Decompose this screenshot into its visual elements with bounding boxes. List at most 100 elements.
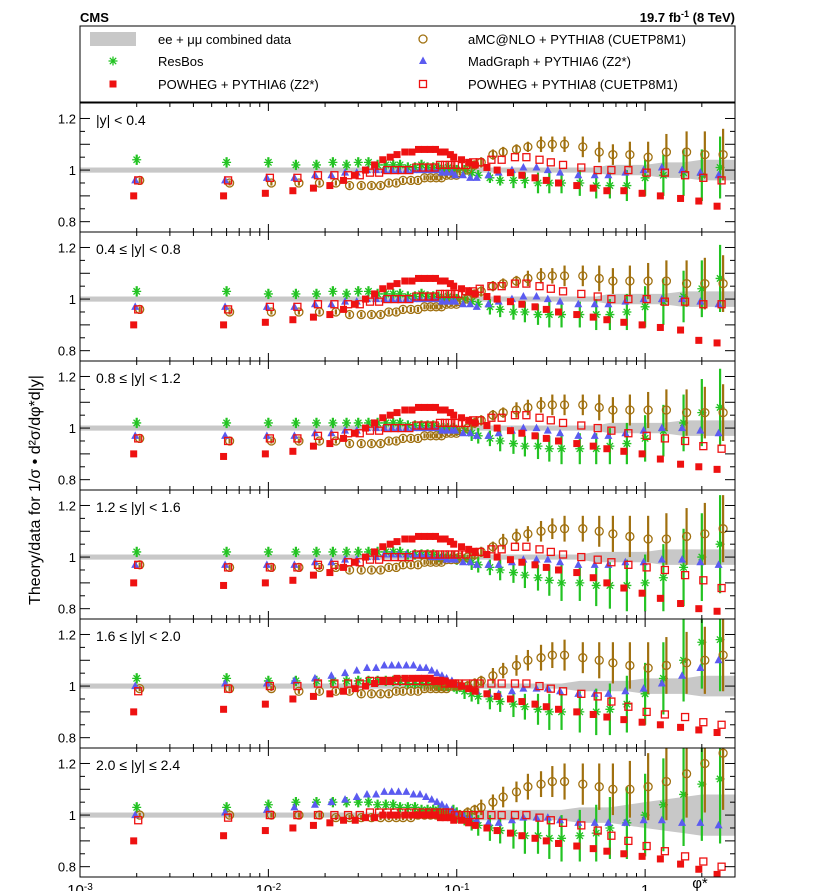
point-madgraph xyxy=(451,297,460,305)
point-pow6 xyxy=(450,540,458,548)
point-madgraph xyxy=(409,660,418,669)
point-pow8 xyxy=(397,552,406,562)
point-pow8 xyxy=(424,421,434,430)
point-pow8 xyxy=(265,434,275,443)
point-pow8 xyxy=(510,279,520,288)
point-amc xyxy=(661,405,672,415)
point-pow8 xyxy=(475,679,484,688)
point-resbos xyxy=(423,679,433,688)
point-madgraph xyxy=(621,818,630,826)
point-pow8 xyxy=(430,421,439,430)
point-pow6 xyxy=(465,158,473,166)
point-pow6 xyxy=(426,274,434,282)
point-pow6 xyxy=(408,674,416,682)
point-pow6 xyxy=(386,540,394,548)
point-resbos xyxy=(679,562,689,572)
point-resbos xyxy=(328,418,338,428)
point-pow6 xyxy=(289,576,297,584)
point-pow8 xyxy=(445,550,454,559)
point-pow6 xyxy=(441,814,449,822)
point-pow6 xyxy=(483,164,491,171)
y-tick-label: 0.8 xyxy=(58,215,76,230)
legend-label-pow8: POWHEG + PYTHIA8 (CUETP8M1) xyxy=(468,77,678,92)
point-resbos xyxy=(311,289,321,299)
point-madgraph xyxy=(290,802,299,811)
point-pow8 xyxy=(497,810,506,820)
point-amc xyxy=(578,524,588,534)
point-pow6 xyxy=(450,153,458,161)
point-resbos xyxy=(388,547,398,557)
point-pow6 xyxy=(656,721,664,729)
point-pow8 xyxy=(642,294,651,304)
point-pow6 xyxy=(695,197,703,205)
point-amc xyxy=(594,782,604,792)
point-pow6 xyxy=(431,274,439,282)
point-madgraph xyxy=(639,684,648,692)
point-pow8 xyxy=(418,292,428,301)
point-resbos xyxy=(342,418,352,428)
point-pow6 xyxy=(458,414,466,422)
point-amc xyxy=(431,302,441,312)
point-pow6 xyxy=(531,834,539,842)
point-madgraph xyxy=(532,292,541,300)
point-pow8 xyxy=(397,294,406,304)
point-pow8 xyxy=(535,413,544,422)
point-pow6 xyxy=(326,690,334,698)
point-resbos xyxy=(679,789,689,799)
point-madgraph xyxy=(427,666,436,674)
point-madgraph xyxy=(310,800,319,808)
point-pow6 xyxy=(436,148,444,156)
point-resbos xyxy=(353,676,363,686)
point-resbos xyxy=(222,157,232,167)
point-amc xyxy=(523,142,533,152)
point-pow6 xyxy=(589,710,597,718)
point-amc xyxy=(294,178,304,188)
point-madgraph xyxy=(604,299,613,308)
point-pow8 xyxy=(440,550,450,559)
point-resbos xyxy=(403,163,413,172)
point-pow6 xyxy=(414,811,422,819)
point-resbos xyxy=(697,637,707,647)
legend-entry-pow8: POWHEG + PYTHIA8 (CUETP8M1) xyxy=(418,77,678,92)
point-madgraph xyxy=(422,792,431,801)
point-madgraph xyxy=(451,426,460,434)
point-pow8 xyxy=(546,816,555,825)
point-amc xyxy=(559,524,570,534)
point-pow6 xyxy=(379,156,387,164)
point-resbos xyxy=(467,689,477,699)
point-resbos xyxy=(423,292,433,301)
point-amc xyxy=(488,149,498,160)
point-pow6 xyxy=(573,182,581,190)
point-pow6 xyxy=(531,561,539,569)
point-pow6 xyxy=(436,406,444,414)
point-pow6 xyxy=(309,692,317,700)
point-amc xyxy=(314,436,325,446)
point-pow8 xyxy=(454,550,463,559)
point-amc xyxy=(375,438,386,449)
point-resbos xyxy=(697,408,707,418)
legend-entry-amc: aMC@NLO + PYTHIA8 (CUETP8M1) xyxy=(418,32,686,47)
point-resbos xyxy=(423,805,433,815)
point-madgraph xyxy=(532,555,541,563)
point-pow8 xyxy=(330,300,339,309)
point-madgraph xyxy=(442,168,451,176)
point-pow6 xyxy=(458,156,466,164)
point-amc xyxy=(700,655,710,665)
point-madgraph xyxy=(532,423,541,432)
point-madgraph xyxy=(678,818,687,826)
point-resbos xyxy=(417,289,427,299)
point-madgraph xyxy=(494,428,503,437)
point-pow8 xyxy=(475,810,484,820)
point-madgraph xyxy=(604,170,613,179)
point-pow8 xyxy=(134,176,143,185)
point-pow6 xyxy=(603,316,611,324)
point-resbos xyxy=(533,310,543,320)
point-pow6 xyxy=(713,202,721,210)
point-amc xyxy=(366,689,377,699)
point-madgraph xyxy=(543,426,552,434)
point-pow6 xyxy=(351,429,359,437)
point-pow8 xyxy=(343,171,353,180)
point-pow6 xyxy=(289,187,297,195)
point-pow8 xyxy=(510,679,520,688)
point-pow6 xyxy=(130,708,138,716)
